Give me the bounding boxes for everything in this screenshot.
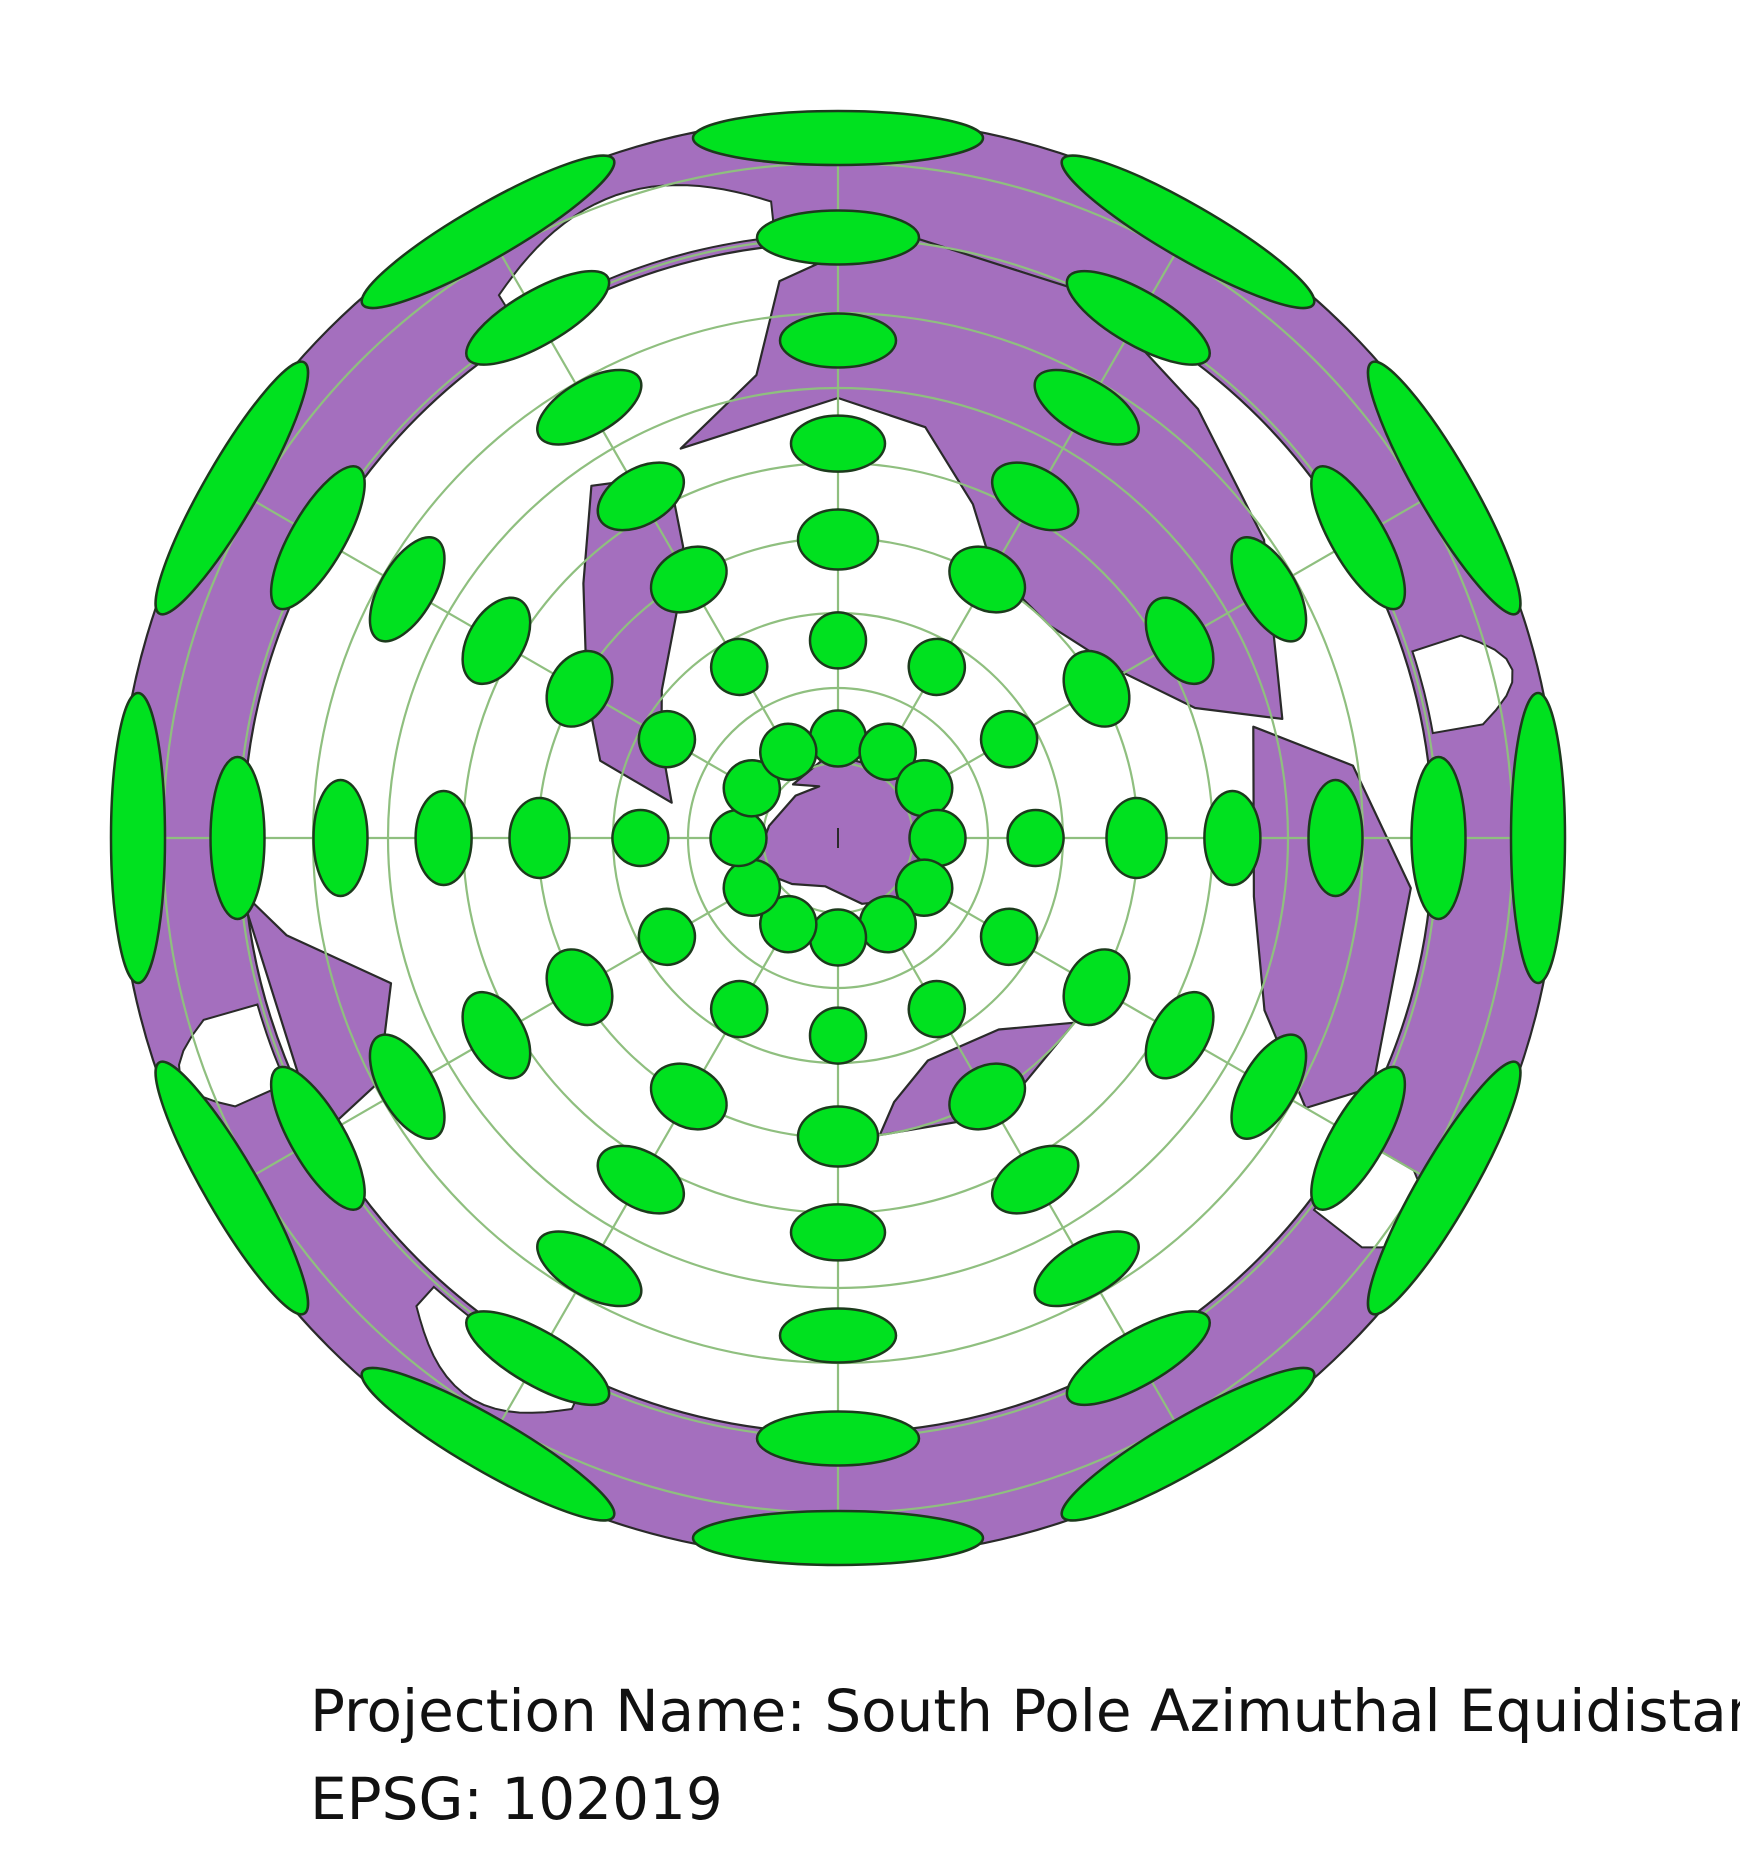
tissot-ellipse bbox=[1065, 1310, 1211, 1407]
tissot-ellipse bbox=[796, 1105, 880, 1168]
tissot-ellipse bbox=[596, 1144, 686, 1215]
tissot-ellipse bbox=[1230, 536, 1308, 643]
tissot-ellipse bbox=[908, 808, 967, 868]
tissot-ellipse bbox=[536, 1230, 643, 1308]
tissot-ellipse bbox=[154, 1060, 310, 1316]
tissot-ellipse bbox=[808, 1006, 868, 1065]
tissot-ellipse bbox=[536, 368, 643, 446]
tissot-ellipse bbox=[1060, 154, 1316, 310]
tissot-ellipse bbox=[209, 755, 266, 921]
tissot-ellipse bbox=[709, 979, 769, 1039]
tissot-ellipse bbox=[979, 907, 1039, 967]
rim-ocean-gap bbox=[1411, 634, 1514, 735]
tissot-ellipse bbox=[979, 709, 1039, 769]
tissot-ellipse bbox=[1060, 1366, 1316, 1522]
tissot-ellipse bbox=[755, 209, 921, 266]
tissot-ellipse bbox=[465, 1310, 611, 1407]
tissot-ellipse bbox=[1144, 990, 1215, 1080]
tissot-ellipse bbox=[1065, 269, 1211, 366]
tissot-ellipse bbox=[1033, 368, 1140, 446]
tissot-ellipse bbox=[1366, 360, 1522, 616]
tissot-ellipse bbox=[691, 1509, 985, 1567]
tissot-ellipse bbox=[368, 536, 446, 643]
asia-east-landmass bbox=[1252, 725, 1412, 1110]
tissot-ellipse bbox=[611, 808, 670, 868]
tissot-ellipse bbox=[709, 637, 769, 697]
tissot-ellipse bbox=[1006, 808, 1065, 868]
tissot-ellipse bbox=[109, 691, 167, 985]
tissot-ellipse bbox=[691, 109, 985, 167]
tissot-ellipse bbox=[907, 979, 967, 1039]
tissot-ellipse bbox=[360, 154, 616, 310]
tissot-ellipse bbox=[1310, 1065, 1407, 1211]
tissot-ellipse bbox=[154, 360, 310, 616]
tissot-ellipse bbox=[1033, 1230, 1140, 1308]
tissot-ellipse bbox=[778, 1307, 898, 1364]
tissot-ellipse bbox=[1144, 596, 1215, 686]
tissot-ellipse bbox=[368, 1033, 446, 1140]
tissot-ellipse bbox=[312, 778, 369, 898]
tissot-ellipse bbox=[465, 269, 611, 366]
tissot-ellipse bbox=[709, 808, 768, 868]
tissot-ellipse bbox=[907, 637, 967, 697]
tissot-ellipse bbox=[545, 649, 614, 728]
tissot-ellipse bbox=[948, 1062, 1027, 1131]
tissot-ellipse bbox=[1310, 465, 1407, 611]
tissot-ellipse bbox=[649, 545, 728, 614]
tissot-ellipse bbox=[508, 796, 571, 880]
tissot-ellipse bbox=[755, 1410, 921, 1467]
tissot-ellipse bbox=[789, 1203, 887, 1262]
tissot-ellipse bbox=[649, 1062, 728, 1131]
tissot-ellipse bbox=[1062, 948, 1131, 1027]
epsg-code-label: EPSG: 102019 bbox=[310, 1765, 723, 1833]
tissot-ellipse bbox=[637, 907, 697, 967]
tissot-indicatrix-layer bbox=[109, 109, 1567, 1567]
tissot-ellipse bbox=[990, 1144, 1080, 1215]
tissot-ellipse bbox=[759, 722, 818, 782]
tissot-ellipse bbox=[778, 312, 898, 369]
tissot-ellipse bbox=[1105, 796, 1168, 880]
tissot-ellipse bbox=[789, 414, 887, 473]
tissot-ellipse bbox=[596, 461, 686, 532]
tissot-ellipse bbox=[1230, 1033, 1308, 1140]
tissot-ellipse bbox=[637, 709, 697, 769]
tissot-ellipse bbox=[1203, 789, 1262, 887]
tissot-ellipse bbox=[269, 465, 366, 611]
tissot-ellipse bbox=[1509, 691, 1567, 985]
tissot-ellipse bbox=[414, 789, 473, 887]
tissot-ellipse bbox=[461, 990, 532, 1080]
tissot-ellipse bbox=[360, 1366, 616, 1522]
tissot-ellipse bbox=[948, 545, 1027, 614]
tissot-ellipse bbox=[1410, 755, 1467, 921]
projection-name-label: Projection Name: South Pole Azimuthal Eq… bbox=[310, 1677, 1740, 1745]
tissot-ellipse bbox=[461, 596, 532, 686]
tissot-ellipse bbox=[808, 611, 868, 670]
projection-map bbox=[109, 109, 1567, 1567]
tissot-ellipse bbox=[808, 709, 868, 768]
tissot-ellipse bbox=[545, 948, 614, 1027]
tissot-ellipse bbox=[269, 1065, 366, 1211]
tissot-ellipse bbox=[1366, 1060, 1522, 1316]
tissot-ellipse bbox=[1062, 649, 1131, 728]
tissot-ellipse bbox=[990, 461, 1080, 532]
tissot-ellipse bbox=[808, 908, 868, 967]
tissot-ellipse bbox=[1307, 778, 1364, 898]
tissot-ellipse bbox=[796, 508, 880, 571]
